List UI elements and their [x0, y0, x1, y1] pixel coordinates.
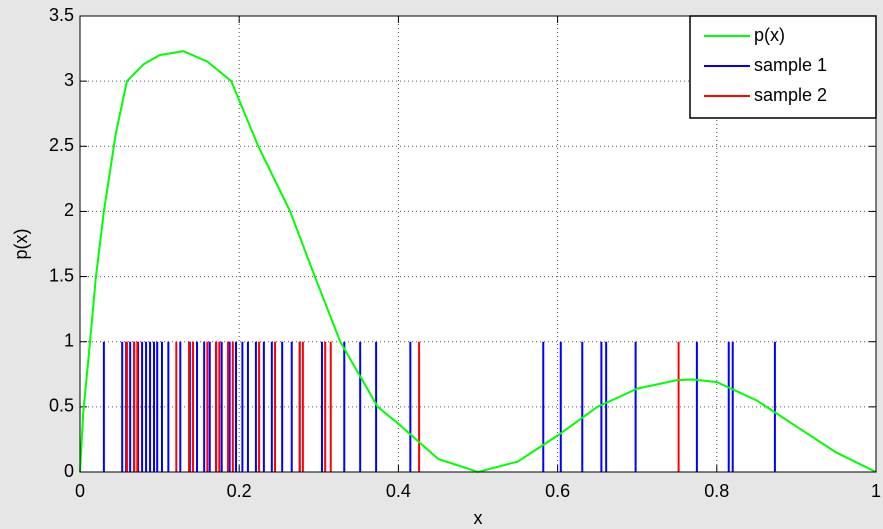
x-tick-label: 0 [75, 481, 85, 501]
x-tick-label: 0.4 [386, 481, 411, 501]
y-tick-label: 1 [64, 330, 74, 350]
legend-label: sample 2 [754, 85, 827, 105]
y-tick-label: 1.5 [49, 265, 74, 285]
y-tick-label: 0 [64, 461, 74, 481]
legend-label: sample 1 [754, 55, 827, 75]
axes-box [79, 15, 877, 473]
x-tick-label: 0.2 [227, 481, 252, 501]
y-tick-label: 3 [64, 70, 74, 90]
x-tick-label: 0.6 [545, 481, 570, 501]
legend-label: p(x) [754, 25, 785, 45]
y-tick-label: 2.5 [49, 135, 74, 155]
y-tick-label: 3.5 [49, 5, 74, 25]
y-axis-label: p(x) [11, 229, 31, 260]
y-tick-label: 2 [64, 200, 74, 220]
x-tick-label: 0.8 [704, 481, 729, 501]
x-tick-label: 1 [871, 481, 881, 501]
x-axis-label: x [474, 508, 483, 528]
line [79, 50, 877, 474]
y-tick-label: 0.5 [49, 396, 74, 416]
